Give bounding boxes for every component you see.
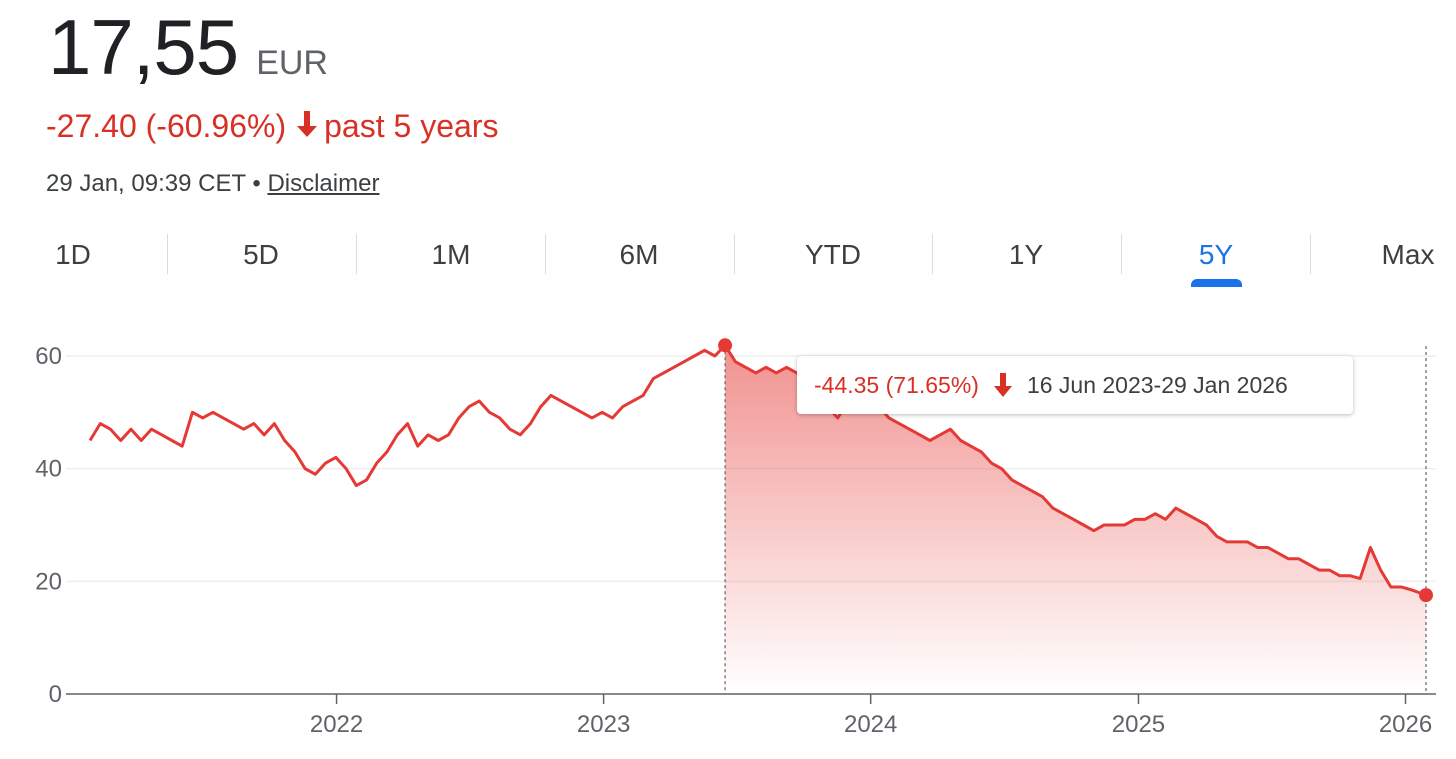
range-tooltip: -44.35 (71.65%) 16 Jun 2023-29 Jan 2026: [797, 356, 1353, 414]
selection-start-marker: [718, 338, 733, 353]
tab-label: 1M: [431, 239, 471, 270]
tab-5d[interactable]: 5D: [226, 230, 296, 280]
tab-label: 5Y: [1198, 239, 1234, 270]
selection-fill-layer: [725, 345, 1426, 694]
tab-1m[interactable]: 1M: [416, 230, 486, 280]
selection-area: [725, 345, 1426, 694]
meta-row: 29 Jan, 09:39 CET • Disclaimer: [46, 170, 379, 198]
series-line-layer: [88, 343, 1427, 597]
tab-separator: [167, 234, 168, 274]
tab-ytd[interactable]: YTD: [793, 230, 873, 280]
tab-max[interactable]: Max: [1370, 230, 1446, 280]
change-row: -27.40 (-60.96%) past 5 years: [46, 108, 498, 145]
tick-label-layer: 0 20 40 60 2022 2023 2024 2025 2026: [35, 343, 1432, 738]
tooltip-change: -44.35 (71.65%): [814, 371, 979, 398]
price-row: 17,55 EUR: [48, 8, 328, 86]
marker-layer: [718, 338, 1433, 694]
y-tick-label: 20: [35, 568, 62, 595]
change-value: -27.40 (-60.96%): [46, 108, 287, 144]
price-value: 17,55: [48, 3, 239, 91]
tab-label: YTD: [805, 239, 861, 270]
x-tick-label: 2023: [577, 711, 630, 738]
tab-separator: [932, 234, 933, 274]
x-tick-label: 2026: [1379, 711, 1432, 738]
y-tick-label: 40: [35, 456, 62, 483]
timestamp: 29 Jan, 09:39 CET •: [46, 170, 261, 197]
disclaimer-link[interactable]: Disclaimer: [267, 170, 380, 197]
tab-separator: [734, 234, 735, 274]
tab-label: 5D: [243, 239, 279, 270]
x-tick-label: 2022: [310, 711, 363, 738]
x-tick-label: 2024: [844, 711, 897, 738]
price-series-line: [88, 343, 1427, 597]
tab-6m[interactable]: 6M: [604, 230, 674, 280]
y-tick-label: 0: [49, 681, 62, 708]
change-period: past 5 years: [324, 108, 499, 144]
tab-1d[interactable]: 1D: [48, 230, 98, 280]
x-tick-label: 2025: [1112, 711, 1165, 738]
tab-separator: [1121, 234, 1122, 274]
tab-5y[interactable]: 5Y: [1181, 230, 1251, 280]
tab-label: 6M: [619, 239, 659, 270]
tab-separator: [1310, 234, 1311, 274]
tab-1y[interactable]: 1Y: [991, 230, 1061, 280]
range-tabs: 1D 5D 1M 6M YTD 1Y 5Y Max: [0, 230, 1456, 290]
tab-label: Max: [1381, 239, 1435, 270]
active-tab-indicator: [1191, 279, 1242, 287]
tooltip-range: 16 Jun 2023-29 Jan 2026: [1026, 371, 1288, 398]
selection-end-marker: [1419, 588, 1433, 603]
tab-separator: [545, 234, 546, 274]
tab-label: 1Y: [1008, 239, 1044, 270]
tab-separator: [356, 234, 357, 274]
y-tick-label: 60: [35, 343, 62, 370]
tab-label: 1D: [55, 239, 91, 270]
arrow-down-icon: [993, 373, 1012, 397]
currency-label: EUR: [256, 44, 328, 82]
arrow-down-icon: [286, 108, 324, 145]
